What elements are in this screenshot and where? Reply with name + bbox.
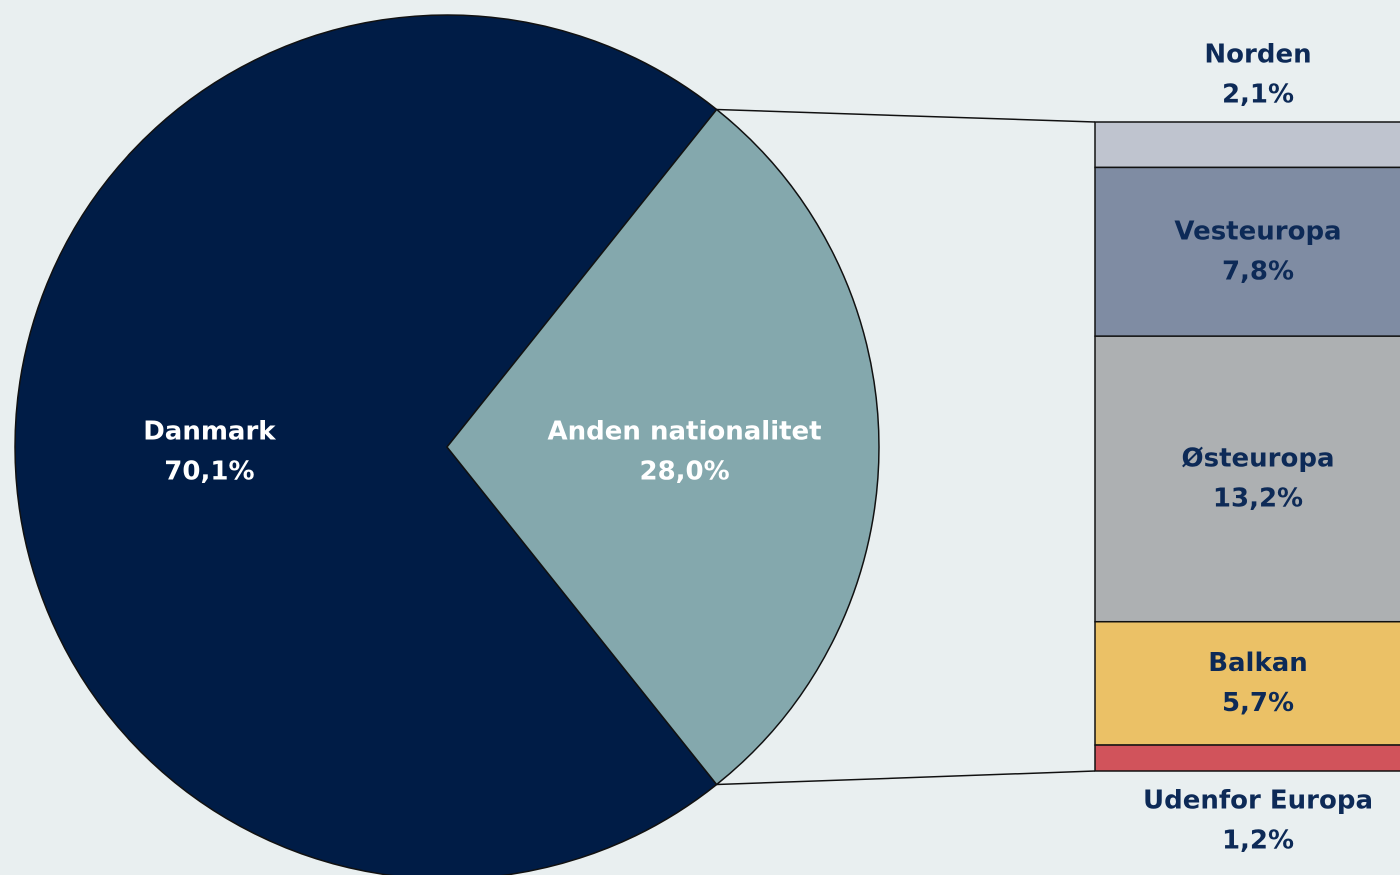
segment-value: 7,8% [1222, 256, 1294, 286]
segment-label: Østeuropa [1182, 443, 1335, 473]
segment-label: Balkan [1208, 648, 1308, 678]
connector-line [716, 770, 1096, 786]
slice-label: Anden nationalitet [548, 417, 822, 447]
segment-label: Norden [1204, 40, 1311, 70]
slice-value: 70,1% [164, 457, 254, 487]
bar-segment [1094, 744, 1400, 772]
bar-segment [1094, 335, 1400, 623]
pie-slice [446, 108, 880, 786]
connector-line [716, 108, 1096, 123]
bar-segment [1094, 620, 1400, 746]
pie-slice [14, 14, 718, 875]
segment-value: 1,2% [1222, 826, 1294, 856]
segment-value: 13,2% [1213, 483, 1303, 513]
segment-label: Udenfor Europa [1143, 786, 1373, 816]
segment-value: 5,7% [1222, 688, 1294, 718]
slice-label: Danmark [143, 417, 276, 447]
bar-segment [1094, 121, 1400, 169]
segment-label: Vesteuropa [1174, 216, 1341, 246]
segment-value: 2,1% [1222, 80, 1294, 110]
bar-segment [1094, 166, 1400, 337]
slice-value: 28,0% [639, 457, 729, 487]
